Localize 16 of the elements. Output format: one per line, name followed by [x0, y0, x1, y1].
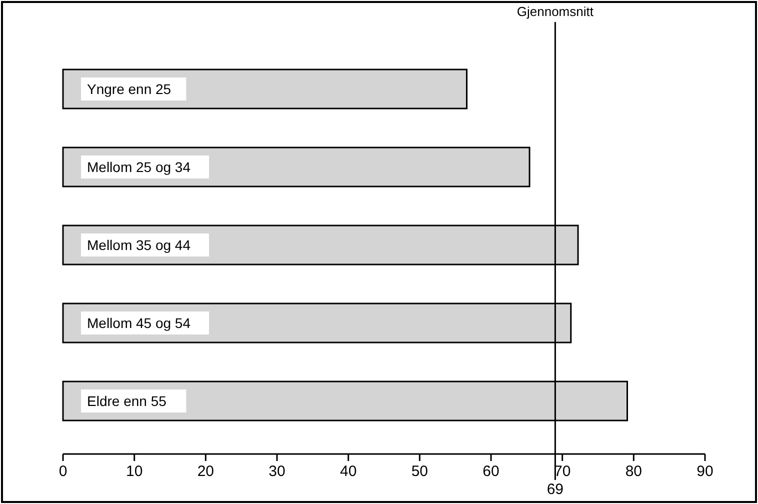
- text: 69: [546, 481, 564, 498]
- x-tick-label: 80: [625, 463, 642, 480]
- y-tick-label: Yngre enn 25: [87, 81, 172, 97]
- x-tick-label: 10: [126, 463, 143, 480]
- y-tick-label: Mellom 35 og 44: [87, 237, 191, 253]
- y-tick-label: Mellom 25 og 34: [87, 159, 191, 175]
- x-tick-label: 50: [411, 463, 428, 480]
- x-tick-label: 20: [197, 463, 214, 480]
- y-tick-label: Eldre enn 55: [87, 393, 167, 409]
- y-tick-label: Mellom 45 og 54: [87, 315, 191, 331]
- ref-line-label: Gjennomsnitt: [516, 4, 594, 19]
- x-tick-label: 30: [268, 463, 286, 480]
- x-tick-label: 40: [340, 463, 357, 480]
- x-tick-label: 90: [696, 463, 714, 480]
- x-tick-label: 0: [58, 463, 68, 480]
- x-tick-label: 60: [482, 463, 500, 480]
